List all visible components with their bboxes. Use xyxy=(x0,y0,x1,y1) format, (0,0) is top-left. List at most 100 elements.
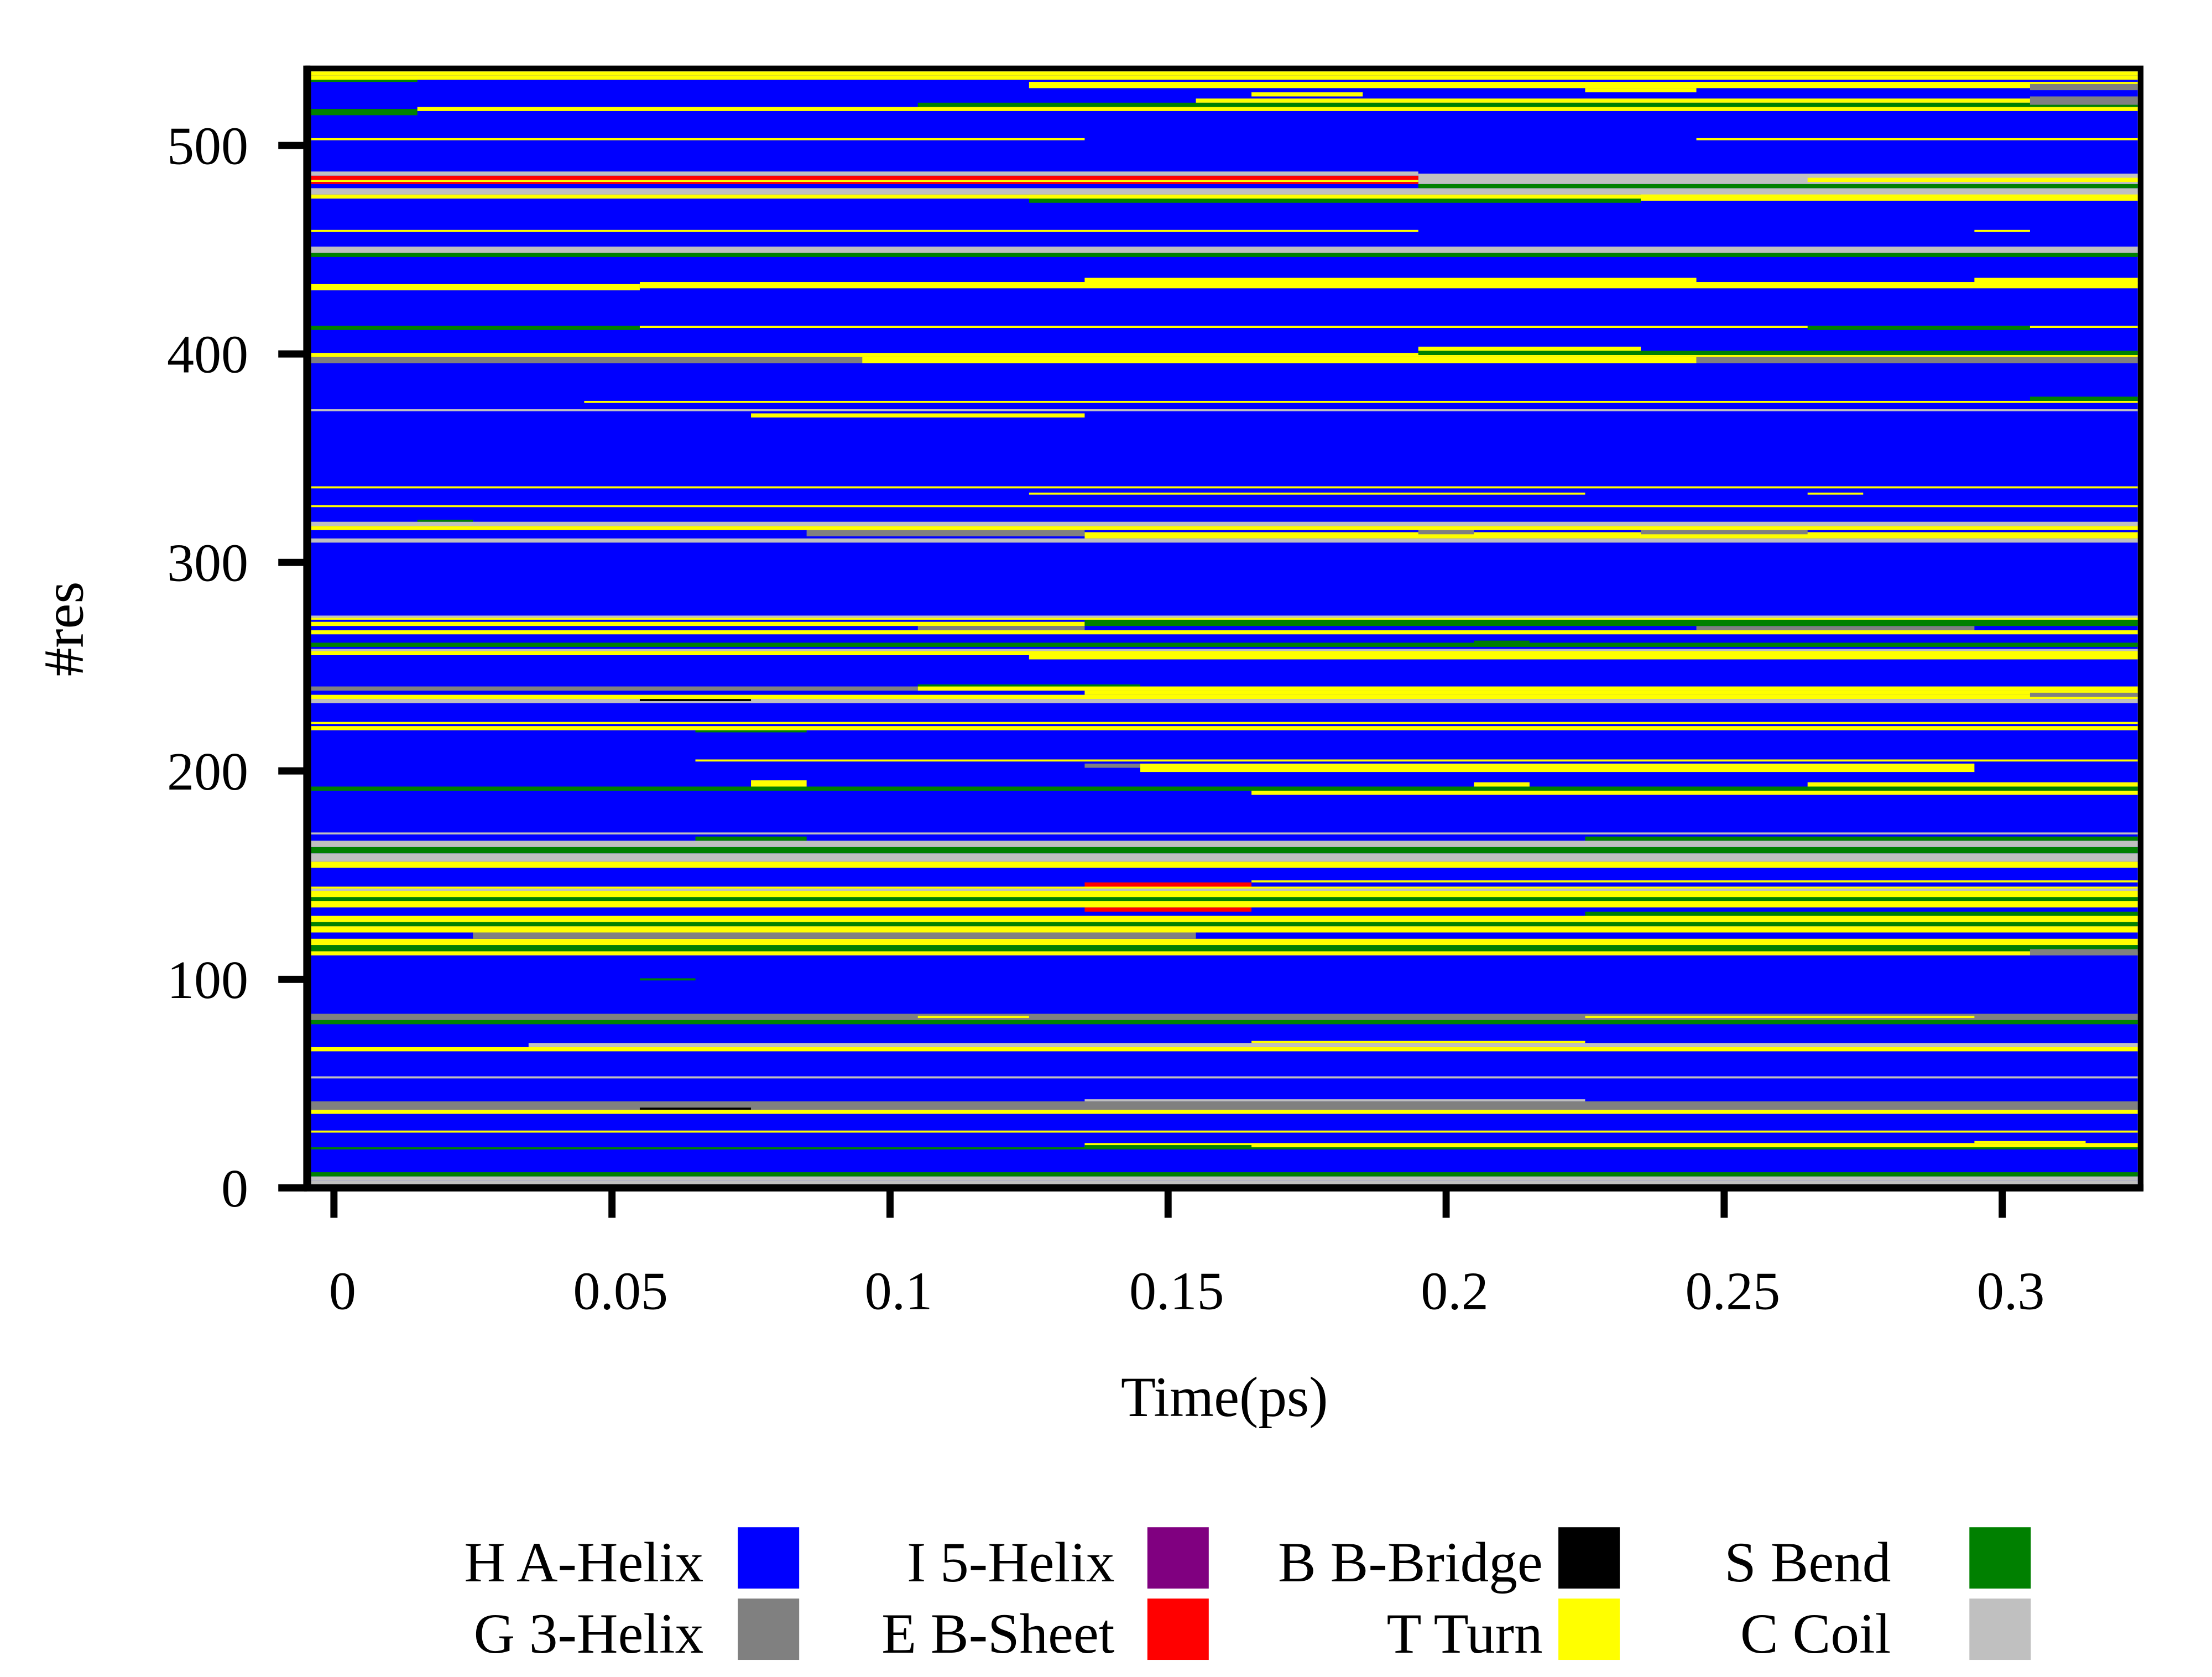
structure-segment-T xyxy=(311,694,2138,699)
structure-segment-S xyxy=(417,519,473,522)
structure-segment-C xyxy=(528,1043,2138,1047)
structure-segment-T xyxy=(1251,791,2138,795)
structure-segment-S xyxy=(695,837,807,841)
structure-segment-T xyxy=(639,282,2138,289)
structure-segment-C xyxy=(311,1180,2138,1187)
structure-segment-T xyxy=(1418,346,1641,351)
structure-segment-T xyxy=(311,71,2138,76)
structure-segment-C xyxy=(311,1176,2138,1181)
structure-segment-S xyxy=(917,684,1140,687)
structure-segment-T xyxy=(1196,98,2138,103)
legend-swatch xyxy=(738,1527,800,1589)
structure-segment-T xyxy=(751,413,1085,418)
structure-segment-S xyxy=(1585,911,2138,916)
x-tick-label: 0.1 xyxy=(865,1262,933,1321)
structure-segment-T xyxy=(311,618,2138,620)
legend-swatch xyxy=(1558,1598,1620,1660)
structure-segment-T xyxy=(1807,782,2138,787)
structure-segment-G xyxy=(806,530,1085,537)
structure-segment-T xyxy=(584,400,2138,403)
structure-segment-T xyxy=(1807,492,1864,495)
structure-segment-S xyxy=(695,730,807,733)
structure-segment-S xyxy=(1084,619,2138,626)
x-axis-label: Time(ps) xyxy=(1121,1366,1328,1429)
structure-segment-T xyxy=(1029,82,2138,88)
structure-segment-T xyxy=(1084,1143,2138,1147)
structure-segment-E xyxy=(311,182,1418,184)
structure-segment-B xyxy=(639,1107,752,1110)
structure-segment-E xyxy=(1084,882,1252,887)
y-ticks: 0 100 200 300 400 500 xyxy=(167,117,307,1219)
structure-segment-T xyxy=(695,759,2138,762)
structure-segment-C xyxy=(311,699,2138,703)
structure-segment-C xyxy=(311,409,2138,411)
x-tick-label: 0.25 xyxy=(1686,1262,1781,1321)
legend-swatch xyxy=(1147,1598,1209,1660)
structure-segment-T xyxy=(311,180,1418,182)
structure-segment-S xyxy=(311,109,418,116)
structure-segment-T xyxy=(1641,192,2138,201)
legend-swatch xyxy=(738,1598,800,1660)
legend-label: B B-Bridge xyxy=(1278,1531,1543,1594)
legend: H A-Helix G 3-Helix I 5-Helix E B-Sheet B B-… xyxy=(464,1527,2031,1665)
structure-segment-C xyxy=(311,171,1418,176)
structure-segment-T xyxy=(311,138,1085,140)
structure-segment-T xyxy=(311,505,2138,508)
structure-segment-G xyxy=(473,932,1196,939)
y-tick-label: 300 xyxy=(167,534,248,593)
structure-segment-T xyxy=(311,891,2138,897)
structure-segment-T xyxy=(311,194,1641,199)
structure-segment-S xyxy=(311,1172,2138,1177)
structure-segment-S xyxy=(311,922,2138,927)
structure-segment-T xyxy=(1029,492,1585,495)
structure-segment-S xyxy=(1418,184,2138,189)
structure-segment-T xyxy=(311,229,1418,232)
structure-segment-C xyxy=(311,832,2138,835)
legend-label: I 5-Helix xyxy=(907,1531,1114,1594)
legend-swatch xyxy=(1147,1527,1209,1589)
legend-swatch xyxy=(1969,1527,2031,1589)
structure-segment-T xyxy=(311,526,2138,530)
legend-label: S Bend xyxy=(1724,1531,1891,1594)
structure-segment-S xyxy=(1084,1145,1252,1147)
structure-segment-T xyxy=(311,353,2138,357)
legend-label: T Turn xyxy=(1387,1602,1543,1665)
structure-segment-T xyxy=(311,938,2138,945)
structure-segment-T xyxy=(311,651,2138,655)
structure-segment-T xyxy=(1140,764,1975,772)
y-tick-label: 500 xyxy=(167,117,248,176)
structure-segment-T xyxy=(311,486,2138,489)
structure-segment-T xyxy=(1474,782,1530,787)
structure-segment-T xyxy=(311,621,1085,626)
x-tick-label: 0.05 xyxy=(573,1262,668,1321)
structure-segment-G xyxy=(2030,949,2138,955)
structure-segment-T xyxy=(311,1109,2138,1114)
structure-segment-T xyxy=(1974,229,2030,232)
legend-swatch xyxy=(1969,1598,2031,1660)
structure-segment-G xyxy=(1084,764,1140,768)
structure-segment-S xyxy=(311,847,2138,854)
structure-segment-C xyxy=(311,246,2138,253)
structure-segment-T xyxy=(1029,655,2138,660)
structure-segment-C xyxy=(311,1076,2138,1079)
structure-segment-S xyxy=(2030,396,2138,401)
structure-segment-C xyxy=(311,840,2138,847)
structure-segment-T xyxy=(1084,532,2138,539)
structure-segment-G xyxy=(1418,530,1474,535)
y-tick-label: 0 xyxy=(221,1159,248,1219)
legend-label: G 3-Helix xyxy=(474,1602,704,1665)
structure-segment-T xyxy=(639,326,2138,328)
y-axis-label: #res xyxy=(33,581,96,676)
structure-segment-G xyxy=(917,626,1085,630)
structure-segment-S xyxy=(1418,351,2138,356)
structure-segment-S xyxy=(311,77,418,82)
structure-segment-S xyxy=(1474,640,1530,643)
structure-segment-G xyxy=(2030,692,2138,697)
x-tick-label: 0.3 xyxy=(1977,1262,2045,1321)
structure-segment-T xyxy=(1251,1041,1585,1043)
structure-segment-T xyxy=(311,886,2138,889)
structure-segment-S xyxy=(1029,196,1641,203)
structure-segment-C xyxy=(311,538,2138,543)
structure-segment-S xyxy=(311,1147,2138,1150)
structure-segment-T xyxy=(1585,88,1697,92)
